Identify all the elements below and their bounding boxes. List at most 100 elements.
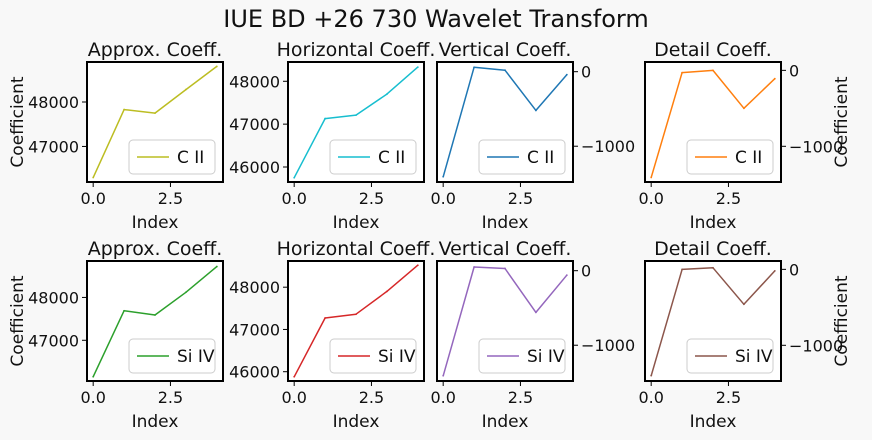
legend-box — [686, 139, 774, 175]
data-point — [743, 107, 745, 110]
y-axis-label: Coefficient — [832, 275, 852, 366]
y-tick-label: 48000 — [28, 93, 79, 112]
data-point — [535, 311, 537, 314]
x-tick-label: 2.5 — [158, 189, 183, 208]
data-point — [565, 73, 568, 76]
data-point — [416, 66, 419, 69]
data-point — [154, 112, 156, 115]
data-point — [185, 291, 187, 294]
x-axis-label: Index — [690, 213, 737, 233]
legend-box — [478, 139, 566, 175]
data-point — [565, 274, 568, 277]
data-point — [442, 175, 445, 178]
data-point — [504, 267, 506, 270]
axes-frame — [644, 260, 782, 382]
data-point — [123, 309, 125, 312]
y-tick-label: 48000 — [28, 288, 79, 307]
axes-frame — [644, 61, 782, 183]
x-tick-label: 0.0 — [430, 189, 455, 208]
data-point — [293, 176, 296, 179]
data-point — [386, 290, 388, 293]
legend-box — [128, 139, 216, 175]
x-tick-label: 0.0 — [638, 388, 663, 407]
y-tick-label: 47000 — [28, 137, 79, 156]
y-axis-label: Coefficient — [8, 275, 28, 366]
x-tick-label: 0.0 — [80, 388, 105, 407]
legend-box — [478, 338, 566, 374]
data-point — [681, 268, 683, 271]
panel-2: Vertical Coeff. 0.0 2.5 −1000 0 Index C II — [430, 39, 635, 233]
y-tick-label: 46000 — [229, 158, 280, 177]
data-point — [386, 93, 388, 96]
x-tick-label: 0.0 — [638, 189, 663, 208]
data-point — [185, 88, 187, 91]
legend-label: Si IV — [735, 347, 773, 367]
y-axis-label: Coefficient — [8, 76, 28, 167]
y-tick-label: 48000 — [229, 72, 280, 91]
data-point — [650, 374, 653, 377]
x-axis-label: Index — [333, 412, 380, 432]
x-tick-label: 2.5 — [158, 388, 183, 407]
legend-label: C II — [527, 148, 554, 168]
x-tick-label: 0.0 — [80, 189, 105, 208]
data-point — [504, 69, 506, 72]
y-tick-label: 0 — [581, 262, 591, 281]
data-point — [712, 266, 714, 269]
figure-title: IUE BD +26 730 Wavelet Transform — [223, 5, 648, 33]
x-tick-label: 2.5 — [359, 388, 384, 407]
panel-title: Vertical Coeff. — [439, 238, 572, 260]
legend-box — [128, 338, 216, 374]
data-point — [712, 69, 714, 72]
x-tick-label: 0.0 — [281, 189, 306, 208]
axes-frame — [86, 61, 224, 183]
panel-title: Horizontal Coeff. — [277, 39, 436, 61]
y-axis-label: Coefficient — [832, 76, 852, 167]
x-tick-label: 0.0 — [430, 388, 455, 407]
x-axis-label: Index — [132, 412, 179, 432]
panel-title: Horizontal Coeff. — [277, 238, 436, 260]
x-axis-label: Index — [482, 213, 529, 233]
y-tick-label: 47000 — [229, 320, 280, 339]
y-tick-label: −1000 — [789, 137, 843, 156]
panel-0: Approx. Coeff. 0.0 2.5 47000 48000 Index Coeff… — [8, 39, 224, 233]
legend-label: Si IV — [378, 347, 416, 367]
legend-label: C II — [735, 148, 762, 168]
data-point — [215, 65, 218, 68]
x-tick-label: 2.5 — [508, 189, 533, 208]
x-axis-label: Index — [690, 412, 737, 432]
x-tick-label: 2.5 — [359, 189, 384, 208]
data-point — [92, 176, 95, 179]
panel-title: Approx. Coeff. — [88, 39, 223, 61]
panel-4: Approx. Coeff. 0.0 2.5 47000 48000 Index Coeff… — [8, 238, 224, 432]
data-point — [743, 303, 745, 306]
panel-title: Detail Coeff. — [654, 39, 772, 61]
y-tick-label: 46000 — [229, 363, 280, 382]
data-point — [681, 71, 683, 74]
x-tick-label: 2.5 — [716, 189, 741, 208]
legend-label: C II — [177, 148, 204, 168]
x-tick-label: 2.5 — [508, 388, 533, 407]
data-point — [773, 77, 776, 80]
panel-6: Vertical Coeff. 0.0 2.5 −1000 0 Index Si IV — [430, 238, 635, 432]
legend-label: Si IV — [177, 347, 215, 367]
y-tick-label: 47000 — [229, 115, 280, 134]
axes-frame — [86, 260, 224, 382]
data-point — [355, 114, 357, 117]
panel-1: Horizontal Coeff. 0.0 2.5 46000 47000 48000 In… — [229, 39, 435, 233]
axes-frame — [436, 61, 574, 183]
x-axis-label: Index — [333, 213, 380, 233]
panel-3: Detail Coeff. 0.0 2.5 −1000 0 Index Coefficien… — [638, 39, 852, 233]
data-point — [324, 117, 326, 120]
data-point — [416, 264, 419, 267]
axes-frame — [436, 260, 574, 382]
y-tick-label: −1000 — [581, 336, 635, 355]
y-tick-label: 48000 — [229, 278, 280, 297]
data-point — [123, 108, 125, 111]
data-point — [442, 374, 445, 377]
y-tick-label: 0 — [581, 63, 591, 82]
x-tick-label: 2.5 — [716, 388, 741, 407]
legend-label: Si IV — [527, 347, 565, 367]
data-point — [355, 313, 357, 316]
y-tick-label: 0 — [789, 260, 799, 279]
